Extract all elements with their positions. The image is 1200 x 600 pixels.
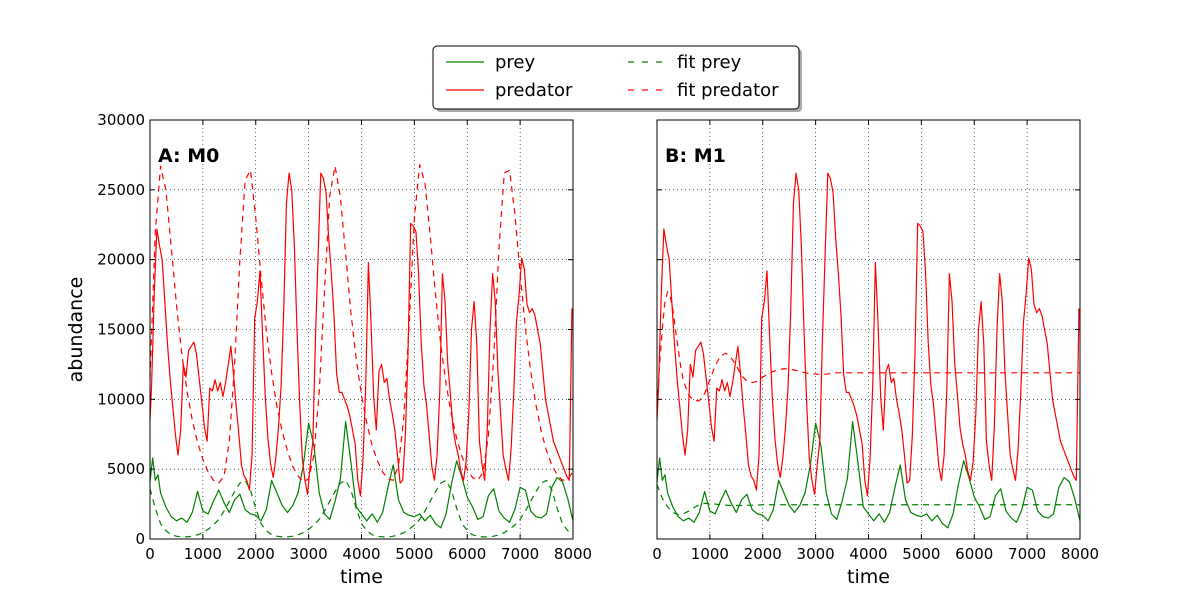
- series-line-prey: [657, 421, 1080, 529]
- panel-b: 0 1000 2000 3000 4000 5000 6000 7000 8000 time B: …: [652, 119, 1099, 588]
- panel-title-b: B: M1: [665, 145, 726, 167]
- legend-label-fit-prey: fit prey: [677, 52, 742, 73]
- x-tick-label: 2000: [237, 545, 275, 563]
- x-axis-label-b: time: [847, 566, 890, 588]
- legend-box: [432, 45, 800, 110]
- grid-b: [657, 120, 1080, 539]
- legend: prey predator fit prey fit predator: [432, 45, 802, 112]
- legend-label-prey: prey: [495, 52, 536, 73]
- y-tick-label: 10000: [97, 390, 145, 408]
- y-tick-label: 20000: [97, 251, 145, 269]
- x-tick-label: 4000: [849, 545, 887, 563]
- x-tick-label: 5000: [902, 545, 940, 563]
- series-line-fit-predator: [657, 291, 1080, 407]
- y-tick-label: 15000: [97, 321, 145, 339]
- series-line-fit-prey: [657, 484, 1080, 516]
- y-tick-label: 30000: [97, 111, 145, 129]
- y-tick-label: 25000: [97, 181, 145, 199]
- series-line-fit-predator: [150, 164, 573, 484]
- y-tick-label: 0: [135, 530, 145, 548]
- x-tick-label: 7000: [501, 545, 539, 563]
- x-tick-label: 5000: [395, 545, 433, 563]
- y-tick-label: 5000: [107, 460, 145, 478]
- y-axis-label: abundance: [65, 277, 87, 383]
- x-tick-label: 0: [652, 545, 662, 563]
- legend-label-fit-predator: fit predator: [677, 80, 779, 101]
- series-line-predator: [657, 172, 1080, 497]
- x-tick-label: 8000: [1061, 545, 1099, 563]
- x-tick-label: 0: [145, 545, 155, 563]
- series-group-a: [150, 164, 573, 538]
- panel-title-a: A: M0: [158, 145, 219, 167]
- x-tick-label: 6000: [448, 545, 486, 563]
- x-tick-label: 8000: [554, 545, 592, 563]
- x-tick-label: 3000: [290, 545, 328, 563]
- x-tick-label: 3000: [797, 545, 835, 563]
- legend-label-predator: predator: [495, 80, 573, 101]
- series-line-predator: [150, 172, 573, 497]
- x-axis-label-a: time: [340, 566, 383, 588]
- x-tick-label: 4000: [342, 545, 380, 563]
- x-tick-label: 1000: [691, 545, 729, 563]
- panel-a: 0 1000 2000 3000 4000 5000 6000 7000 8000 0 5000 10…: [65, 111, 592, 588]
- x-tick-label: 1000: [184, 545, 222, 563]
- x-tick-label: 7000: [1008, 545, 1046, 563]
- series-group-b: [657, 172, 1080, 529]
- x-tick-label: 6000: [955, 545, 993, 563]
- series-line-fit-prey: [150, 479, 573, 538]
- x-tick-label: 2000: [744, 545, 782, 563]
